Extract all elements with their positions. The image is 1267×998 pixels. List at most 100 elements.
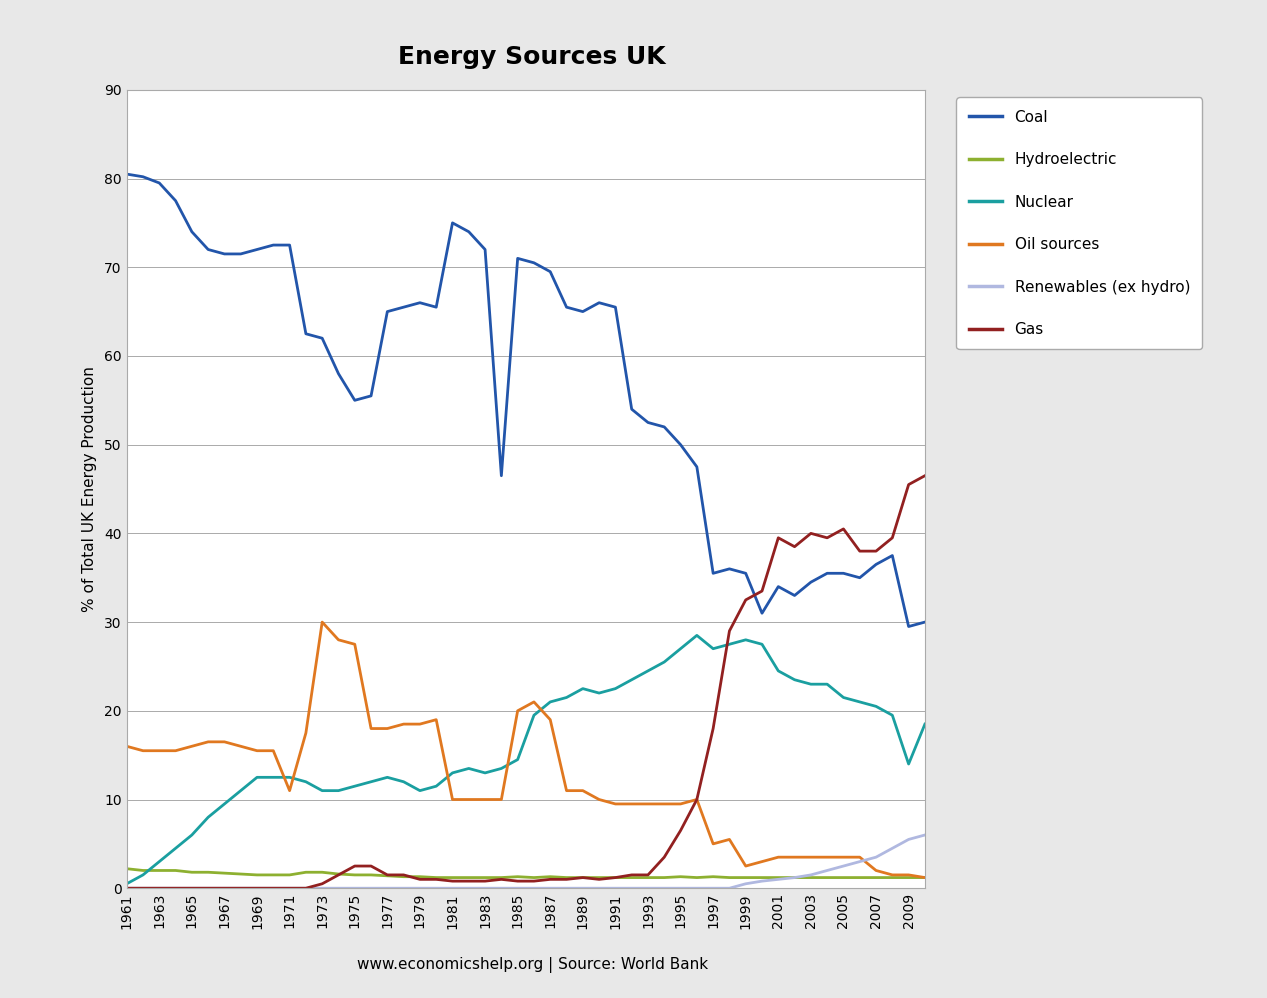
Renewables (ex hydro)	[901, 833, 916, 845]
Gas	[689, 793, 704, 805]
Coal	[901, 621, 916, 633]
Nuclear	[754, 639, 769, 651]
Renewables (ex hydro)	[314, 882, 329, 894]
Gas	[706, 723, 721, 735]
Hydroelectric	[461, 871, 476, 883]
Renewables (ex hydro)	[836, 860, 851, 872]
Renewables (ex hydro)	[445, 882, 460, 894]
Renewables (ex hydro)	[169, 882, 184, 894]
Hydroelectric	[625, 871, 640, 883]
Nuclear	[428, 780, 443, 792]
Gas	[119, 882, 134, 894]
Oil sources	[526, 696, 541, 708]
Oil sources	[169, 745, 184, 756]
Hydroelectric	[445, 871, 460, 883]
Nuclear	[397, 775, 412, 787]
Coal	[820, 567, 835, 579]
Oil sources	[559, 784, 574, 796]
Hydroelectric	[803, 871, 818, 883]
Renewables (ex hydro)	[640, 882, 655, 894]
Gas	[200, 882, 215, 894]
Gas	[803, 527, 818, 539]
Gas	[478, 875, 493, 887]
Gas	[592, 873, 607, 885]
Gas	[901, 479, 916, 491]
Renewables (ex hydro)	[331, 882, 346, 894]
Nuclear	[575, 683, 590, 695]
Hydroelectric	[754, 871, 769, 883]
Hydroelectric	[217, 867, 232, 879]
Oil sources	[625, 798, 640, 810]
Oil sources	[283, 784, 298, 796]
Nuclear	[217, 798, 232, 810]
Coal	[380, 305, 395, 317]
Hydroelectric	[917, 871, 933, 883]
Renewables (ex hydro)	[559, 882, 574, 894]
Coal	[706, 567, 721, 579]
Oil sources	[119, 741, 134, 752]
Hydroelectric	[689, 871, 704, 883]
Nuclear	[656, 656, 672, 668]
Oil sources	[770, 851, 786, 863]
Nuclear	[820, 679, 835, 691]
Gas	[152, 882, 167, 894]
Renewables (ex hydro)	[575, 882, 590, 894]
Gas	[608, 871, 623, 883]
Hydroelectric	[152, 864, 167, 876]
Hydroelectric	[428, 871, 443, 883]
Nuclear	[250, 771, 265, 783]
Nuclear	[625, 674, 640, 686]
Nuclear	[559, 692, 574, 704]
Coal	[836, 567, 851, 579]
Hydroelectric	[656, 871, 672, 883]
Nuclear	[347, 780, 362, 792]
Hydroelectric	[250, 869, 265, 881]
Gas	[754, 585, 769, 597]
Coal	[559, 301, 574, 313]
Coal	[298, 327, 313, 339]
Coal	[739, 567, 754, 579]
Nuclear	[184, 829, 199, 841]
Line: Gas: Gas	[127, 476, 925, 888]
Coal	[331, 367, 346, 379]
Nuclear	[853, 696, 868, 708]
Nuclear	[152, 855, 167, 867]
Oil sources	[787, 851, 802, 863]
Hydroelectric	[364, 869, 379, 881]
Gas	[820, 532, 835, 544]
Gas	[347, 860, 362, 872]
Oil sources	[608, 798, 623, 810]
Hydroelectric	[169, 864, 184, 876]
Coal	[314, 332, 329, 344]
Gas	[494, 873, 509, 885]
Coal	[689, 461, 704, 473]
Coal	[673, 439, 688, 451]
Coal	[461, 226, 476, 238]
Coal	[640, 416, 655, 428]
Coal	[770, 581, 786, 593]
Nuclear	[526, 710, 541, 722]
Nuclear	[803, 679, 818, 691]
Coal	[250, 244, 265, 255]
Gas	[380, 869, 395, 881]
Gas	[575, 871, 590, 883]
Coal	[592, 296, 607, 308]
Hydroelectric	[478, 871, 493, 883]
Gas	[283, 882, 298, 894]
Gas	[136, 882, 151, 894]
Oil sources	[200, 736, 215, 748]
Oil sources	[233, 741, 248, 752]
Oil sources	[347, 639, 362, 651]
Renewables (ex hydro)	[380, 882, 395, 894]
Gas	[640, 869, 655, 881]
Oil sources	[152, 745, 167, 756]
Oil sources	[542, 714, 557, 726]
Gas	[331, 869, 346, 881]
Renewables (ex hydro)	[625, 882, 640, 894]
Oil sources	[217, 736, 232, 748]
Coal	[575, 305, 590, 317]
Gas	[542, 873, 557, 885]
Nuclear	[461, 762, 476, 774]
Renewables (ex hydro)	[526, 882, 541, 894]
Coal	[868, 559, 883, 571]
